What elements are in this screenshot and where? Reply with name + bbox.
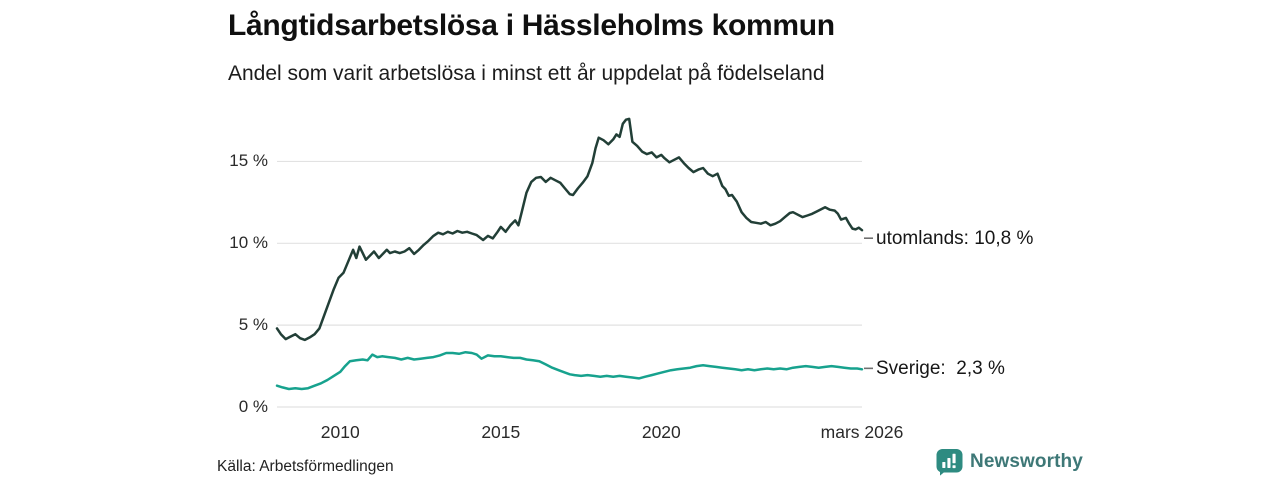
chart-subtitle: Andel som varit arbetslösa i minst ett å… <box>228 62 825 85</box>
brand-name: Newsworthy <box>970 451 1083 472</box>
source-note: Källa: Arbetsförmedlingen <box>217 458 394 475</box>
x-tick-label: 2010 <box>320 422 360 442</box>
y-tick-label: 0 % <box>238 397 268 416</box>
x-tick-label: mars 2026 <box>820 422 904 442</box>
series-label-utomlands: utomlands: 10,8 % <box>876 227 1034 249</box>
y-tick-label: 5 % <box>238 315 268 335</box>
newsworthy-chart-speech-bubble-icon <box>936 449 963 476</box>
y-tick-label: 15 % <box>229 151 268 171</box>
series-line-sverige <box>275 350 864 391</box>
series-line-utomlands <box>275 117 864 342</box>
brand-logo: Newsworthy <box>936 448 1083 476</box>
y-tick-label: 10 % <box>229 233 268 253</box>
chart-title: Långtidsarbetslösa i Hässleholms kommun <box>228 9 835 42</box>
x-tick-label: 2020 <box>641 422 681 442</box>
x-tick-label: 2015 <box>481 422 521 442</box>
series-label-sverige: Sverige: 2,3 % <box>876 357 1005 379</box>
